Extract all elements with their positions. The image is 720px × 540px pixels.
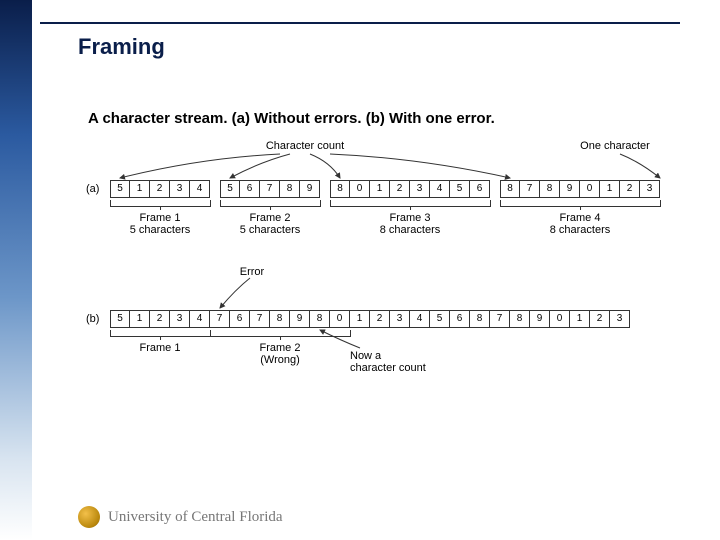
cell: 6 (230, 310, 250, 328)
cell: 7 (260, 180, 280, 198)
cell: 3 (390, 310, 410, 328)
frame-caption: Frame 2 5 characters (220, 212, 320, 236)
label-error: Error (230, 266, 274, 278)
cell: 0 (330, 310, 350, 328)
cell: 2 (390, 180, 410, 198)
cell: 9 (530, 310, 550, 328)
cell: 9 (290, 310, 310, 328)
cell: 3 (640, 180, 660, 198)
frame-caption: Frame 1 (110, 342, 210, 354)
label-one-character: One character (570, 140, 660, 152)
cell: 3 (170, 180, 190, 198)
cell: 8 (310, 310, 330, 328)
cell: 2 (150, 180, 170, 198)
slide-title: Framing (78, 34, 165, 60)
cell: 1 (130, 180, 150, 198)
bracket-tick (160, 206, 161, 210)
accent-sidebar (0, 0, 32, 540)
cell: 1 (370, 180, 390, 198)
cell: 3 (610, 310, 630, 328)
bracket-tick (270, 206, 271, 210)
cell: 1 (130, 310, 150, 328)
cell: 8 (270, 310, 290, 328)
cell: 8 (280, 180, 300, 198)
frame-caption: Frame 3 8 characters (330, 212, 490, 236)
cell: 7 (210, 310, 230, 328)
cell: 4 (410, 310, 430, 328)
cell: 2 (590, 310, 610, 328)
footer: University of Central Florida (78, 506, 283, 528)
cell: 8 (510, 310, 530, 328)
cell: 9 (300, 180, 320, 198)
cell: 3 (410, 180, 430, 198)
row-a-label: (a) (86, 183, 99, 195)
cell: 5 (110, 180, 130, 198)
cell: 5 (450, 180, 470, 198)
cell: 8 (540, 180, 560, 198)
cell: 2 (150, 310, 170, 328)
cell: 4 (190, 310, 210, 328)
cell: 1 (350, 310, 370, 328)
cell: 0 (550, 310, 570, 328)
row-b: 51234767898012345687890123 (110, 310, 630, 328)
bracket-tick (580, 206, 581, 210)
cell: 6 (450, 310, 470, 328)
label-character-count: Character count (245, 140, 365, 152)
frame-caption: Frame 4 8 characters (500, 212, 660, 236)
frame-caption: Frame 1 5 characters (110, 212, 210, 236)
row-a: 51234567898012345687890123 (110, 180, 660, 198)
cell: 2 (620, 180, 640, 198)
cell: 2 (370, 310, 390, 328)
bracket-tick (410, 206, 411, 210)
ucf-seal-icon (78, 506, 100, 528)
cell: 6 (470, 180, 490, 198)
cell: 8 (500, 180, 520, 198)
cell: 5 (220, 180, 240, 198)
now-character-count-label: Now a character count (350, 350, 460, 374)
cell: 3 (170, 310, 190, 328)
slide-subtitle: A character stream. (a) Without errors. … (88, 110, 495, 127)
cell: 6 (240, 180, 260, 198)
cell: 8 (330, 180, 350, 198)
bracket-tick (280, 336, 281, 340)
cell: 9 (560, 180, 580, 198)
footer-text: University of Central Florida (108, 509, 283, 526)
cell: 1 (600, 180, 620, 198)
bracket-tick (160, 336, 161, 340)
row-b-label: (b) (86, 313, 99, 325)
frame-caption: Frame 2 (Wrong) (210, 342, 350, 366)
cell: 5 (430, 310, 450, 328)
cell: 1 (570, 310, 590, 328)
cell: 0 (350, 180, 370, 198)
cell: 8 (470, 310, 490, 328)
top-rule (40, 22, 680, 24)
cell: 7 (250, 310, 270, 328)
cell: 0 (580, 180, 600, 198)
cell: 7 (520, 180, 540, 198)
cell: 5 (110, 310, 130, 328)
cell: 4 (190, 180, 210, 198)
cell: 4 (430, 180, 450, 198)
cell: 7 (490, 310, 510, 328)
